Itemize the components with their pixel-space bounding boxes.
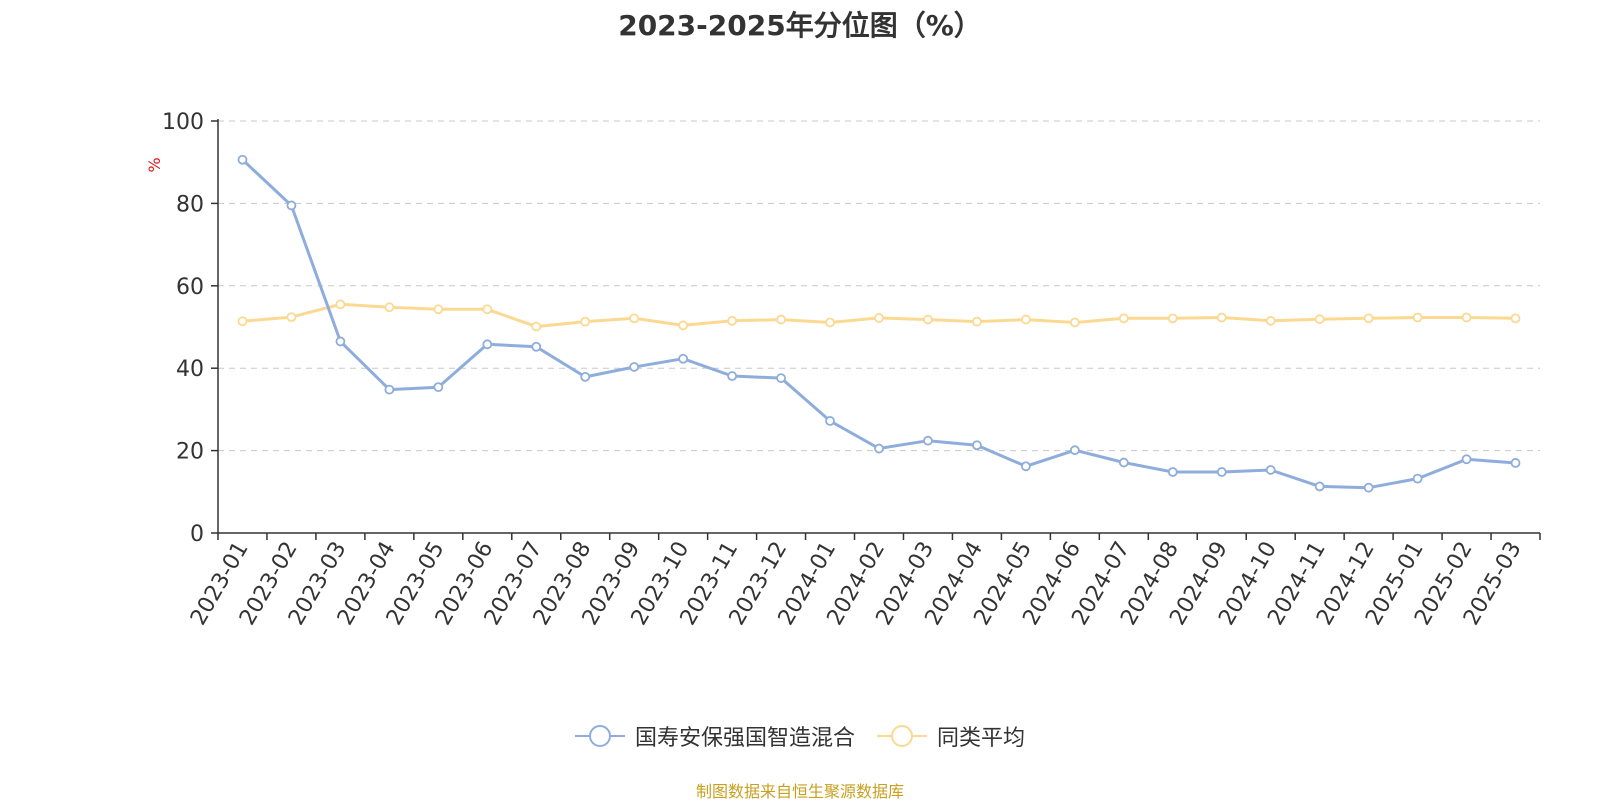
data-point-series-2: [1363, 313, 1374, 324]
data-point-series-1: [727, 371, 738, 381]
data-point-series-1: [335, 336, 346, 347]
legend-marker-series-1-icon: [574, 725, 625, 747]
chart-title: 2023-2025年分位图（%）: [618, 9, 982, 42]
data-point-series-2: [1510, 313, 1521, 324]
data-point-series-2: [237, 316, 248, 327]
data-point-series-2: [874, 313, 884, 323]
data-point-series-1: [678, 353, 689, 364]
data-point-series-2: [727, 315, 738, 326]
data-point-series-1: [1020, 461, 1031, 472]
y-tick-label: 40: [176, 357, 204, 382]
data-point-series-1: [237, 154, 248, 165]
data-point-series-2: [1314, 314, 1325, 325]
y-tick-label: 80: [176, 192, 204, 217]
y-tick-label: 0: [190, 522, 204, 547]
data-point-series-1: [580, 371, 591, 382]
y-axis-unit-label: %: [145, 157, 164, 172]
data-point-series-2: [825, 317, 835, 328]
data-point-series-2: [482, 304, 493, 315]
source-note: 制图数据来自恒生聚源数据库: [695, 782, 904, 801]
data-point-series-2: [384, 302, 395, 313]
data-point-series-2: [776, 314, 786, 325]
data-point-series-2: [923, 314, 933, 325]
legend-label-series-1: 国寿安保强国智造混合: [634, 726, 855, 751]
data-point-series-2: [580, 316, 591, 327]
legend: 国寿安保强国智造混合 同类平均: [0, 720, 1600, 752]
data-point-series-2: [972, 316, 982, 327]
data-point-series-2: [678, 320, 689, 331]
data-point-series-1: [482, 339, 493, 350]
data-point-series-1: [923, 435, 933, 446]
series-points: [237, 154, 1521, 493]
data-point-series-2: [1412, 312, 1423, 323]
series-line-1: [241, 158, 1516, 490]
data-point-series-2: [531, 321, 542, 332]
y-tick-label: 20: [176, 440, 204, 465]
data-point-series-1: [629, 362, 640, 372]
legend-item-series-2[interactable]: 同类平均: [877, 720, 1025, 752]
data-point-series-1: [286, 200, 297, 211]
grid-lines: [218, 120, 1540, 452]
data-point-series-1: [1216, 467, 1227, 477]
data-point-series-1: [1167, 467, 1178, 477]
tick-labels: 0204060801002023-012023-022023-032023-04…: [162, 110, 1527, 630]
y-tick-label: 60: [176, 275, 204, 300]
data-point-series-2: [1020, 314, 1031, 325]
series-lines: [241, 158, 1516, 490]
legend-item-series-1[interactable]: 国寿安保强国智造混合: [574, 720, 855, 752]
data-point-series-2: [433, 304, 444, 315]
data-point-series-2: [1167, 313, 1178, 324]
data-point-series-1: [531, 341, 542, 352]
data-point-series-1: [972, 440, 982, 451]
data-point-series-2: [1216, 312, 1227, 323]
legend-label-series-2: 同类平均: [937, 726, 1026, 751]
data-point-series-1: [1461, 454, 1472, 465]
data-point-series-1: [384, 384, 395, 395]
data-point-series-2: [629, 313, 640, 324]
legend-marker-series-2-icon: [877, 725, 927, 747]
data-point-series-1: [1314, 481, 1325, 492]
data-point-series-1: [1510, 458, 1521, 468]
y-tick-label: 100: [162, 110, 204, 135]
data-point-series-1: [874, 443, 884, 454]
axes: [211, 119, 1541, 540]
data-point-series-1: [825, 416, 835, 426]
data-point-series-1: [776, 373, 786, 383]
data-point-series-2: [1461, 312, 1472, 323]
data-point-series-2: [286, 312, 297, 323]
data-point-series-1: [1412, 473, 1423, 484]
data-point-series-2: [1265, 315, 1276, 326]
data-point-series-2: [335, 299, 346, 310]
data-point-series-2: [1118, 313, 1129, 324]
data-point-series-1: [1265, 465, 1276, 475]
data-point-series-1: [1069, 445, 1080, 456]
data-point-series-1: [1363, 482, 1374, 493]
data-point-series-2: [1069, 317, 1080, 328]
data-point-series-1: [1118, 457, 1129, 468]
data-point-series-1: [433, 382, 444, 393]
